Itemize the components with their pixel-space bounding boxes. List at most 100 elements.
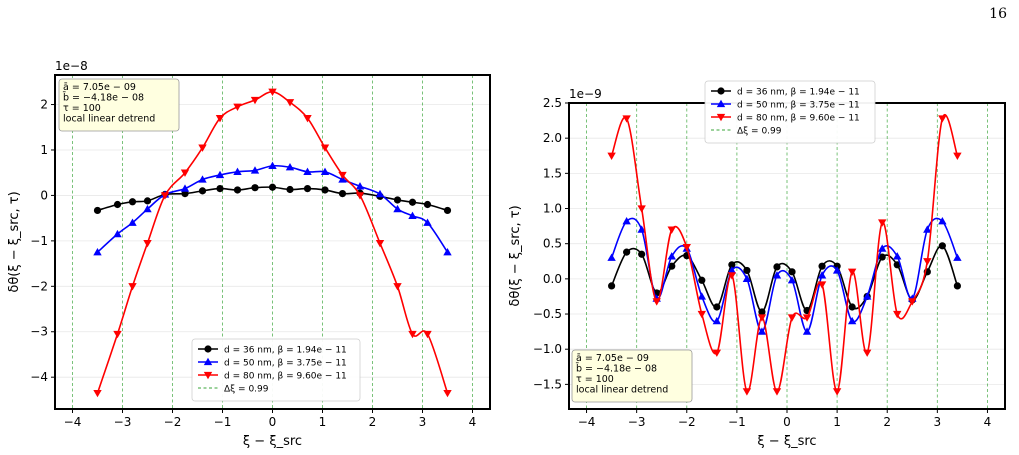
chart-1-legend-marker-2: [716, 113, 726, 122]
chart-0-series-1-point-12: [303, 167, 312, 175]
chart-0-series-2-point-18: [408, 330, 417, 339]
chart-1-annotation-line-3: local linear detrend: [576, 385, 668, 396]
chart-1-series-1-point-18: [878, 244, 887, 252]
chart-1-series-0-point-12: [788, 268, 796, 276]
chart-1-series-2-point-10: [757, 314, 767, 322]
chart-1-legend-label-0: d = 36 nm, β = 1.94e − 11: [737, 88, 860, 98]
chart-1-series-0-point-6: [698, 276, 706, 284]
chart-0-series-2-point-8: [233, 103, 242, 112]
chart-0-annotation-box: [58, 78, 180, 132]
chart-1-series-2-point-0: [607, 152, 616, 160]
chart-0-series-1-point-7: [215, 170, 225, 179]
chart-1-legend-marker-1: [716, 99, 726, 108]
chart-1-series-1-point-12: [787, 276, 797, 284]
chart-0-series-1-point-0: [93, 248, 102, 256]
chart-1-series-2-point-6: [697, 310, 707, 319]
chart-1-series-1-point-15: [832, 266, 842, 274]
chart-0-series-2-point-6: [198, 144, 207, 152]
chart-0-series-1-point-19: [423, 218, 432, 226]
chart-0-series-0-point-1: [113, 200, 122, 209]
chart-1-series-2-point-4: [667, 226, 676, 234]
chart-0-xtick-label-2: −2: [164, 415, 182, 429]
chart-0-legend-label-1: d = 50 nm, β = 3.75e − 11: [224, 359, 347, 369]
chart-0-series-0-point-2: [128, 198, 137, 206]
chart-1-series-0-point-23: [953, 282, 961, 290]
chart-0-series-2-point-0: [93, 389, 102, 398]
chart-1-xtick-label-0: −4: [578, 415, 596, 429]
chart-0-series-0-point-19: [423, 200, 432, 209]
chart-0-series-2-point-20: [443, 389, 452, 398]
chart-1-xtick-label-4: 0: [783, 415, 791, 429]
chart-1-ytick-label-8: 2.5: [543, 96, 562, 110]
chart-1-series-0-point-11: [773, 263, 781, 271]
chart-0-series-group: [93, 88, 452, 398]
chart-1-series-2-point-13: [802, 314, 812, 322]
chart-1-series-1-point-13: [802, 327, 812, 335]
chart-0-series-1-point-5: [180, 184, 190, 192]
chart-1-series-0-point-10: [758, 308, 766, 316]
chart-0-series-0-point-9: [251, 184, 259, 192]
chart-0-series-0-point-11: [286, 185, 294, 194]
chart-1-annotation-line-1: b̄ = −4.18e − 08: [576, 363, 657, 375]
chart-0-xtick-label-5: 1: [319, 415, 327, 429]
left-chart: −4 −3 −2 −1 0 1 2 3 4 −4 −3 −2 −1 0 1 2 1e−8 ξ − ξ_src δθ(…: [7, 59, 491, 449]
chart-0-series-0-point-0: [93, 206, 102, 215]
chart-1-series-1-point-2: [637, 225, 646, 233]
chart-1-series-1-point-4: [667, 252, 676, 260]
chart-1-series-1-point-22: [938, 216, 947, 225]
chart-1-xtick-label-8: 4: [984, 415, 992, 429]
chart-1-annotation-line-2: τ = 100: [576, 374, 614, 385]
chart-0-xlabel: ξ − ξ_src: [243, 434, 302, 449]
chart-0-series-2-point-19: [423, 330, 432, 339]
chart-1-xtick-label-5: 1: [833, 415, 841, 429]
chart-0-exponent-label: 1e−8: [55, 59, 88, 73]
chart-1-series-2-point-17: [862, 349, 872, 357]
chart-1-ytick-label-2: −0.5: [533, 307, 562, 321]
chart-1-xtick-label-1: −3: [628, 415, 646, 429]
chart-0-series-1-point-13: [320, 167, 330, 175]
chart-0-legend-marker-0: [204, 345, 212, 353]
chart-0-xtick-label-6: 2: [369, 415, 377, 429]
chart-1-series-2-point-22: [938, 115, 947, 123]
chart-0-xtick-label-3: −1: [214, 415, 232, 429]
chart-1-series-0-point-1: [623, 248, 631, 256]
chart-1-series-group: [607, 114, 962, 396]
chart-0-series-0-point-7: [216, 185, 224, 193]
chart-1-series-1-point-17: [862, 292, 872, 300]
chart-0-series-0-point-10: [268, 183, 277, 191]
chart-1-series-1-point-7: [712, 316, 722, 325]
chart-1-ytick-label-1: −1.0: [533, 342, 562, 356]
chart-1-series-0-point-7: [713, 303, 721, 311]
chart-1-series-1-point-10: [757, 327, 767, 335]
chart-1-series-2-point-2: [637, 205, 646, 213]
chart-1-xtick-label-3: −1: [728, 415, 746, 429]
chart-0-series-0-point-14: [338, 190, 347, 198]
chart-1-series-2-point-3: [652, 298, 661, 306]
chart-0-series-1-point-15: [355, 182, 365, 190]
chart-0-annotation-line-1: b̄ = −4.18e − 08: [63, 92, 144, 104]
chart-0-series-2-point-12: [303, 115, 312, 123]
chart-0-series-2-point-13: [320, 144, 330, 152]
chart-0-xtick-label-0: −4: [64, 415, 82, 429]
chart-0-series-2-point-5: [180, 169, 190, 177]
chart-0-series-1-point-3: [143, 204, 152, 213]
chart-1-series-1-point-1: [622, 216, 631, 225]
chart-1-ytick-label-6: 1.5: [543, 166, 562, 180]
chart-1-series-2-point-5: [682, 244, 691, 252]
chart-1-legend-vline-label: Δξ = 0.99: [737, 127, 782, 137]
chart-0-series-2-point-7: [215, 115, 225, 123]
chart-1-series-2-point-16: [847, 268, 857, 277]
chart-0-ytick-label-6: 2: [40, 98, 48, 112]
chart-0-xtick-label-8: 4: [469, 415, 477, 429]
chart-0-legend-label-0: d = 36 nm, β = 1.94e − 11: [224, 346, 347, 356]
chart-0-series-2-point-2: [128, 283, 137, 291]
chart-0-ytick-label-5: 1: [40, 143, 48, 157]
chart-1-series-2-point-12: [787, 314, 797, 322]
chart-0-series-1-point-11: [285, 163, 295, 171]
chart-1-series-2-point-1: [622, 115, 631, 123]
chart-0-legend-box: [191, 338, 361, 402]
chart-0-series-1-point-18: [408, 211, 417, 220]
chart-1-series-2-point-9: [742, 388, 752, 396]
chart-0-series-2-point-11: [285, 99, 295, 107]
chart-1-series-0-point-4: [668, 262, 676, 270]
